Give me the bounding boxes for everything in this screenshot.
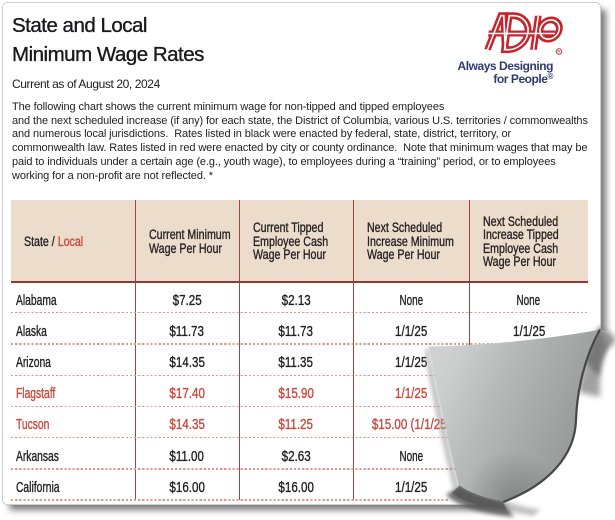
- svg-text:R: R: [557, 49, 560, 54]
